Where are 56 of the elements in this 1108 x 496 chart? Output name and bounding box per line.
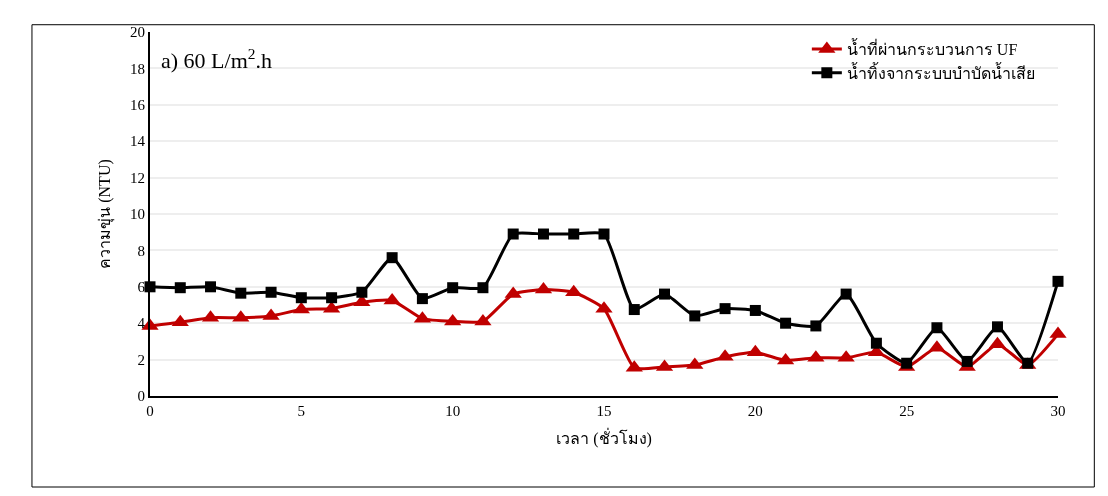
point bbox=[265, 286, 277, 298]
point bbox=[205, 281, 217, 293]
point bbox=[659, 288, 671, 300]
point bbox=[474, 313, 492, 326]
x-tick-label: 10 bbox=[445, 403, 461, 419]
y-tick-label: 6 bbox=[137, 279, 146, 296]
point bbox=[719, 303, 731, 315]
point bbox=[537, 228, 549, 240]
point bbox=[507, 228, 519, 240]
x-tick-label: 25 bbox=[899, 403, 915, 419]
point bbox=[931, 322, 943, 334]
point bbox=[295, 292, 307, 304]
x-tick-label: 15 bbox=[596, 403, 612, 419]
point bbox=[383, 292, 401, 305]
x-tick-label: 20 bbox=[747, 403, 763, 419]
point bbox=[746, 344, 764, 357]
annotation: a) 60 L/m$^{2}$.h bbox=[161, 45, 272, 74]
y-tick-label: 8 bbox=[137, 242, 145, 259]
y-axis-title: ความขุ่น (NTU) bbox=[96, 159, 116, 269]
point bbox=[568, 228, 580, 240]
point bbox=[171, 314, 189, 327]
point bbox=[326, 292, 338, 304]
x-tick-label: 30 bbox=[1050, 403, 1066, 419]
point bbox=[840, 288, 852, 300]
point bbox=[386, 252, 398, 264]
point bbox=[810, 320, 822, 332]
point bbox=[565, 284, 583, 297]
point bbox=[628, 304, 640, 316]
point bbox=[689, 310, 701, 322]
y-tick-label: 4 bbox=[137, 315, 146, 332]
point bbox=[416, 293, 428, 305]
point bbox=[961, 355, 973, 367]
point bbox=[447, 282, 459, 294]
x-axis-title: เวลา (ชั่วโมง) bbox=[556, 427, 652, 449]
point bbox=[235, 287, 247, 299]
y-tick-label: 2 bbox=[137, 351, 145, 368]
y-tick-label: 0 bbox=[137, 388, 145, 405]
point bbox=[598, 228, 610, 240]
point bbox=[477, 282, 489, 294]
x-tick-label: 5 bbox=[297, 403, 306, 419]
y-tick-label: 18 bbox=[130, 60, 145, 77]
point bbox=[870, 337, 882, 349]
y-tick-label: 20 bbox=[130, 24, 145, 41]
y-tick-label: 10 bbox=[130, 206, 145, 223]
point bbox=[991, 321, 1003, 333]
legend-label: น้ำทิ้งจากระบบบำบัดน้ำเสีย bbox=[846, 61, 1035, 82]
point bbox=[1052, 275, 1064, 287]
point bbox=[780, 317, 792, 329]
point bbox=[356, 286, 368, 298]
point bbox=[444, 313, 462, 326]
legend-label: น้ำที่ผ่านกระบวนการ UF bbox=[846, 38, 1018, 59]
y-tick-label: 16 bbox=[130, 97, 146, 114]
y-tick-label: 12 bbox=[130, 169, 145, 186]
point bbox=[174, 282, 186, 294]
y-tick-label: 14 bbox=[130, 133, 146, 150]
point bbox=[749, 304, 761, 316]
